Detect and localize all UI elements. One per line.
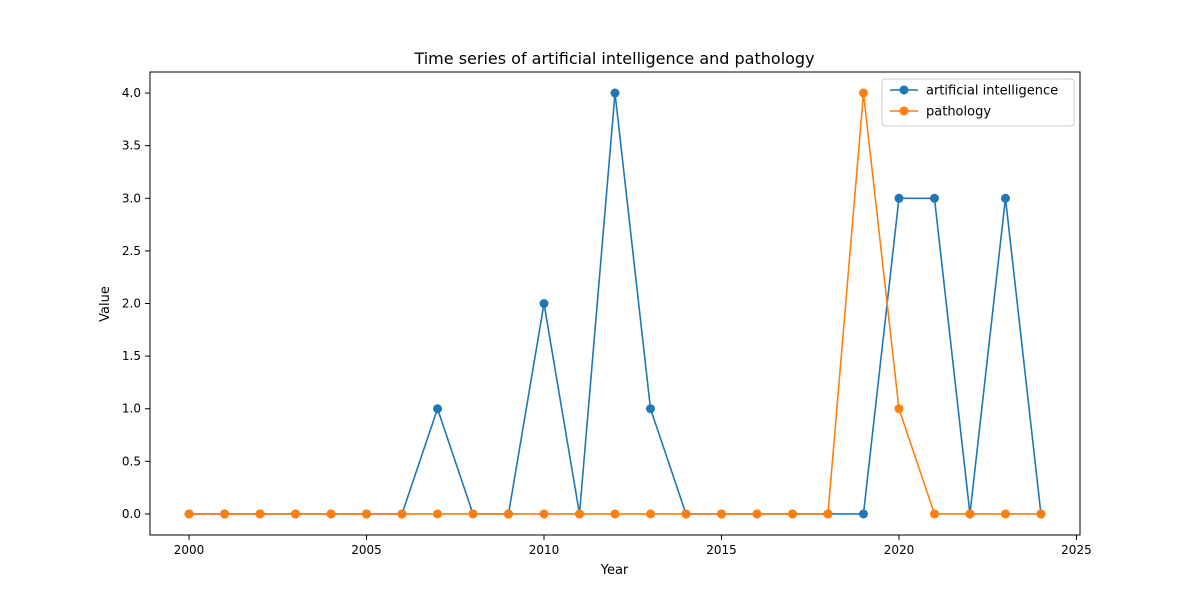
plot-area: 2000 2005 2010 2015 2020 2025 0.0 0.5 1.0 1.5 2.0 2… bbox=[122, 71, 1092, 557]
data-point bbox=[575, 509, 585, 519]
x-tick-label: 2025 bbox=[1061, 543, 1092, 557]
y-axis-label: Value bbox=[98, 286, 113, 322]
x-tick-label: 2020 bbox=[884, 543, 915, 557]
x-tick-label: 2010 bbox=[529, 543, 560, 557]
data-point bbox=[645, 404, 655, 414]
x-tick-label: 2000 bbox=[174, 543, 205, 557]
legend-label: pathology bbox=[926, 105, 991, 120]
data-point bbox=[184, 509, 194, 519]
legend-item-0: artificial intelligence bbox=[890, 84, 1058, 99]
data-point bbox=[539, 299, 549, 308]
data-point bbox=[433, 404, 443, 414]
legend-item-1: pathology bbox=[890, 105, 991, 120]
series-1 bbox=[184, 88, 1046, 519]
y-tick-label: 0.0 bbox=[122, 507, 141, 521]
data-point bbox=[752, 509, 762, 519]
data-point bbox=[894, 404, 904, 414]
data-point bbox=[468, 509, 478, 519]
data-point bbox=[787, 509, 797, 519]
data-point bbox=[858, 88, 868, 98]
data-point bbox=[397, 509, 407, 519]
legend-box bbox=[881, 78, 1075, 127]
data-point bbox=[1000, 193, 1010, 203]
data-point bbox=[929, 193, 939, 203]
data-point bbox=[894, 193, 904, 203]
data-point bbox=[220, 509, 230, 519]
legend: artificial intelligence pathology bbox=[881, 78, 1075, 127]
data-point bbox=[1036, 509, 1046, 519]
data-point bbox=[433, 509, 443, 519]
data-point bbox=[858, 509, 868, 519]
data-point bbox=[539, 509, 549, 519]
data-point bbox=[823, 509, 833, 519]
y-tick-label: 0.5 bbox=[122, 454, 141, 468]
legend-marker bbox=[899, 85, 909, 95]
data-point bbox=[681, 509, 691, 519]
x-tick-label: 2005 bbox=[351, 543, 382, 557]
data-point bbox=[326, 509, 336, 519]
y-tick-label: 1.5 bbox=[122, 349, 141, 363]
y-tick-label: 4.0 bbox=[122, 86, 141, 100]
data-point bbox=[291, 509, 301, 519]
data-point bbox=[929, 509, 939, 519]
legend-label: artificial intelligence bbox=[926, 84, 1058, 99]
data-point bbox=[716, 509, 726, 519]
chart-title: Time series of artificial intelligence a… bbox=[413, 49, 814, 68]
x-axis-label: Year bbox=[600, 563, 629, 578]
data-point bbox=[504, 509, 514, 519]
data-point bbox=[255, 509, 265, 519]
legend-marker bbox=[899, 106, 909, 116]
y-tick-label: 2.5 bbox=[122, 244, 141, 258]
y-tick-label: 3.5 bbox=[122, 139, 141, 153]
data-point bbox=[1000, 509, 1010, 519]
data-point bbox=[610, 88, 620, 98]
y-tick-label: 3.0 bbox=[122, 191, 141, 205]
data-point bbox=[610, 509, 620, 519]
y-tick-label: 1.0 bbox=[122, 402, 141, 416]
x-tick-label: 2015 bbox=[706, 543, 737, 557]
data-point bbox=[965, 509, 975, 519]
data-point bbox=[645, 509, 655, 519]
y-tick-label: 2.0 bbox=[122, 297, 141, 311]
data-point bbox=[362, 509, 372, 519]
